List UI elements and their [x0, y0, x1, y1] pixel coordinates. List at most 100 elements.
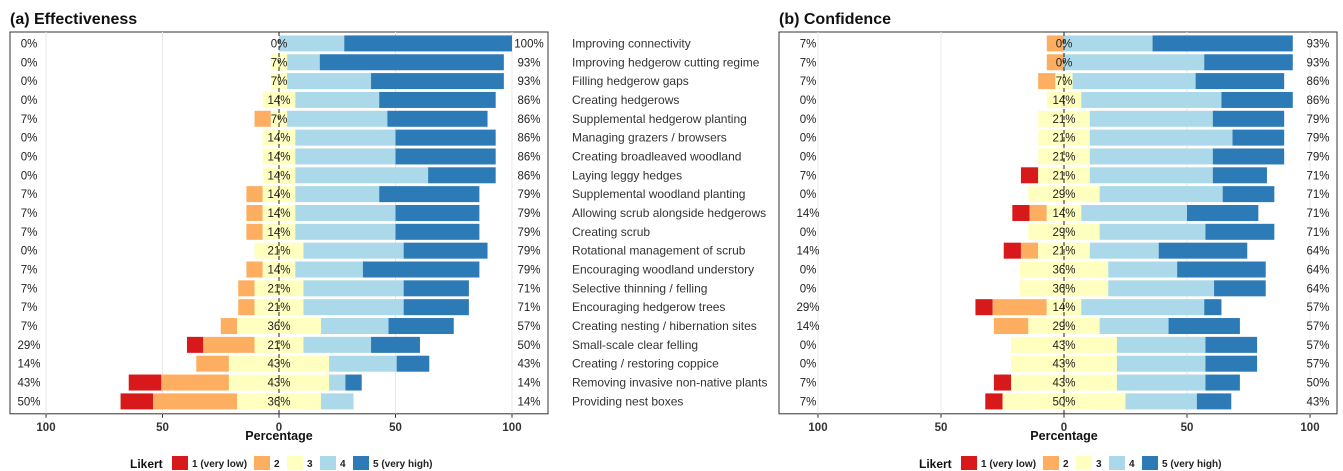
- bar-segment-4: [1099, 318, 1169, 335]
- bar-segment-3: [1019, 280, 1109, 297]
- high-percent-label: 14%: [517, 396, 540, 408]
- low-percent-label: 7%: [800, 396, 817, 408]
- bar-segment-5: [1214, 280, 1266, 297]
- bar-segment-2: [246, 223, 263, 240]
- x-tick-label: 0: [276, 422, 282, 434]
- bar-segment-4: [1116, 336, 1206, 353]
- bar-segment-1: [1020, 167, 1039, 184]
- bar-segment-2: [1046, 35, 1064, 52]
- bar-segment-4: [1108, 261, 1178, 278]
- bar-segment-3: [1038, 148, 1090, 165]
- high-percent-label: 86%: [517, 114, 540, 126]
- low-percent-label: 29%: [17, 340, 40, 352]
- x-tick-label: 50: [156, 422, 169, 434]
- high-percent-label: 86%: [1306, 95, 1329, 107]
- high-percent-label: 57%: [1306, 321, 1329, 333]
- bar-segment-4: [1116, 374, 1206, 391]
- low-percent-label: 14%: [796, 321, 819, 333]
- high-percent-label: 79%: [517, 208, 540, 220]
- bar-segment-5: [395, 223, 480, 240]
- x-tick-label: 0: [1061, 422, 1067, 434]
- bar-segment-5: [1205, 336, 1258, 353]
- legend-effectiveness: Likert 1 (very low) 2 3 4 5 (very high): [130, 456, 432, 471]
- bar-segment-4: [287, 110, 388, 127]
- bar-segment-2: [238, 299, 255, 316]
- bar-segment-3: [262, 261, 296, 278]
- low-percent-label: 7%: [800, 38, 817, 50]
- high-percent-label: 71%: [517, 283, 540, 295]
- bar-segment-2: [1029, 204, 1047, 221]
- bar-segment-3: [1046, 91, 1082, 108]
- low-percent-label: 14%: [17, 359, 40, 371]
- item-label: Rotational management of scrub: [572, 244, 746, 258]
- panel-title-confidence: (b) Confidence: [779, 11, 891, 28]
- low-percent-label: 0%: [21, 38, 38, 50]
- bar-segment-4: [1072, 73, 1196, 90]
- bar-segment-1: [985, 393, 1003, 410]
- bar-segment-4: [303, 336, 372, 353]
- bar-segment-1: [975, 299, 993, 316]
- high-percent-label: 86%: [517, 95, 540, 107]
- legend-label: 4: [1129, 459, 1135, 470]
- bar-segment-4: [1125, 393, 1197, 410]
- bar-segment-5: [1195, 73, 1285, 90]
- bar-segment-2: [161, 374, 229, 391]
- item-label: Improving hedgerow cutting regime: [572, 55, 760, 69]
- plot-frame: [778, 31, 1338, 415]
- high-percent-label: 93%: [1306, 57, 1329, 69]
- low-percent-label: 0%: [800, 114, 817, 126]
- item-label: Supplemental woodland planting: [572, 187, 745, 201]
- neutral-percent-label: 50%: [1052, 396, 1075, 408]
- bar-segment-4: [1081, 91, 1222, 108]
- low-percent-label: 7%: [21, 302, 38, 314]
- bar-segment-4: [1116, 355, 1206, 372]
- legend-swatch-4: [1109, 456, 1125, 470]
- neutral-percent-label: 14%: [267, 208, 290, 220]
- neutral-percent-label: 0%: [1056, 38, 1073, 50]
- x-tick-label: 100: [808, 422, 827, 434]
- high-percent-label: 43%: [1306, 396, 1329, 408]
- bar-segment-2: [246, 204, 263, 221]
- item-label: Laying leggy hedges: [572, 168, 682, 182]
- bar-segment-4: [279, 35, 345, 52]
- bar-segment-5: [395, 148, 496, 165]
- low-percent-label: 7%: [800, 170, 817, 182]
- bar-segment-4: [295, 91, 380, 108]
- x-tick-label: 100: [36, 422, 55, 434]
- item-label: Encouraging woodland understory: [572, 263, 754, 277]
- bar-segment-3: [254, 336, 304, 353]
- low-percent-label: 0%: [800, 359, 817, 371]
- neutral-percent-label: 21%: [1052, 170, 1075, 182]
- legend-label: 5 (very high): [1162, 459, 1221, 470]
- bar-segment-5: [1212, 148, 1285, 165]
- bar-segment-5: [319, 54, 504, 71]
- low-percent-label: 0%: [800, 133, 817, 145]
- bar-segment-4: [295, 148, 396, 165]
- low-percent-label: 0%: [21, 170, 38, 182]
- panel-title-effectiveness: (a) Effectiveness: [10, 11, 137, 28]
- bar-segment-4: [295, 261, 363, 278]
- bar-segment-1: [120, 393, 154, 410]
- bar-segment-1: [128, 374, 162, 391]
- x-tick-label: 50: [389, 422, 402, 434]
- bar-segment-4: [1099, 186, 1223, 203]
- bar-segment-4: [1089, 167, 1213, 184]
- bar-segment-5: [379, 186, 480, 203]
- bar-segment-5: [1212, 167, 1267, 184]
- legend-swatch-4: [320, 456, 336, 470]
- bar-segment-5: [344, 35, 512, 52]
- x-axis-label-effectiveness: Percentage: [245, 429, 312, 443]
- high-percent-label: 93%: [517, 57, 540, 69]
- bar-segment-2: [254, 110, 271, 127]
- high-percent-label: 86%: [517, 133, 540, 145]
- low-percent-label: 7%: [21, 283, 38, 295]
- item-label: Creating nesting / hibernation sites: [572, 319, 757, 333]
- bar-segment-4: [1089, 110, 1213, 127]
- bar-segment-3: [254, 280, 304, 297]
- high-percent-label: 93%: [1306, 38, 1329, 50]
- legend-label: 3: [307, 459, 313, 470]
- bar-segment-5: [1221, 91, 1293, 108]
- bar-segment-2: [153, 393, 238, 410]
- bar-segment-2: [1046, 54, 1064, 71]
